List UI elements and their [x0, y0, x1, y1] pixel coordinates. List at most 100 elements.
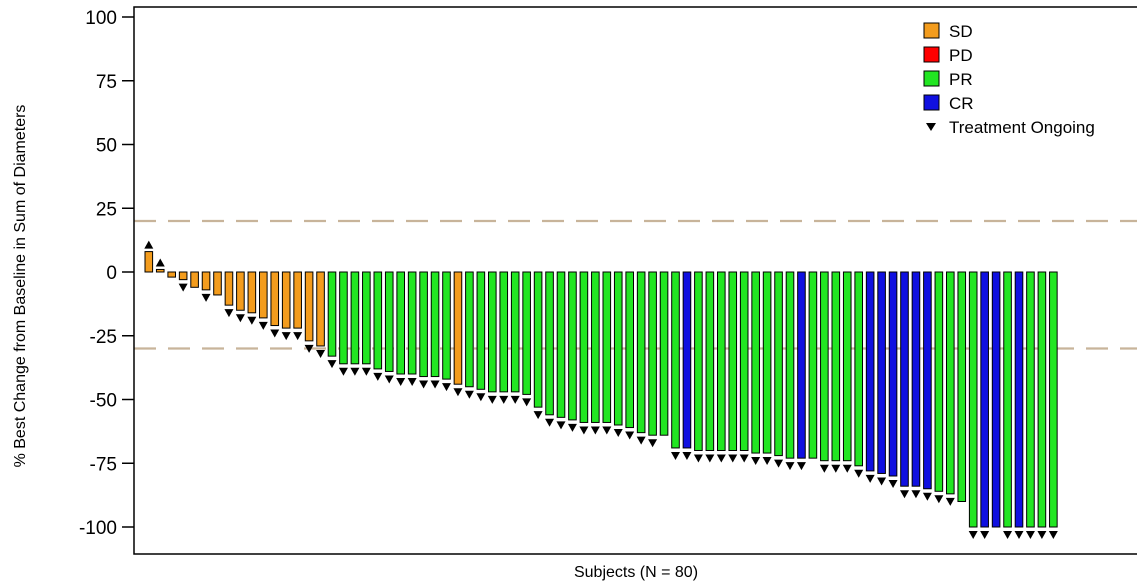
bar: [316, 271, 325, 347]
bar: [739, 271, 749, 451]
bar: [842, 271, 852, 462]
ongoing-marker: [888, 480, 898, 488]
bar: [968, 271, 978, 528]
bar: [865, 271, 875, 472]
bar: [510, 271, 520, 393]
bar: [293, 271, 302, 329]
bar: [568, 271, 577, 421]
bar: [613, 271, 623, 426]
y-tick-label: 50: [96, 136, 117, 157]
bar: [499, 271, 509, 393]
legend-swatch-pr: [923, 70, 940, 87]
bar: [407, 271, 417, 375]
legend-label: Treatment Ongoing: [949, 118, 1095, 137]
ongoing-marker: [247, 316, 257, 325]
bar: [1026, 271, 1035, 528]
ongoing-marker: [980, 531, 990, 539]
plot-frame: [133, 6, 1137, 555]
bar: [236, 271, 245, 311]
legend-swatch-cr: [923, 94, 940, 111]
ongoing-marker: [796, 462, 806, 471]
bar: [774, 271, 783, 457]
ongoing-marker: [590, 426, 600, 435]
bar: [155, 268, 165, 273]
ongoing-marker: [419, 380, 429, 389]
bar: [213, 271, 222, 296]
bar: [167, 271, 176, 278]
ongoing-marker: [327, 360, 337, 369]
bar: [991, 271, 1001, 528]
ongoing-marker: [235, 314, 245, 323]
bar: [579, 271, 589, 423]
bar: [430, 271, 440, 378]
ongoing-marker: [224, 309, 234, 318]
y-tick-label: -75: [90, 454, 117, 475]
bar: [785, 271, 795, 459]
bar: [362, 271, 371, 365]
ongoing-marker: [1048, 531, 1058, 539]
ongoing-marker: [911, 490, 921, 499]
ongoing-marker: [762, 457, 772, 466]
axes-group: 100 75 50 25 0 -25 -50 -75 -100: [79, 6, 1137, 555]
ongoing-marker: [338, 367, 348, 376]
ongoing-marker: [499, 395, 509, 404]
bar: [591, 271, 600, 423]
bar: [327, 271, 337, 357]
ongoing-marker: [258, 321, 268, 330]
ongoing-marker: [350, 367, 360, 376]
ongoing-marker: [201, 293, 211, 302]
y-tick-label: -25: [90, 327, 117, 348]
y-tick-label: 75: [96, 72, 117, 93]
legend-label: PR: [949, 70, 973, 89]
ongoing-marker: [877, 477, 887, 486]
bar: [476, 271, 486, 390]
bar: [980, 271, 989, 528]
bar: [201, 271, 211, 291]
ongoing-marker: [510, 395, 520, 404]
bar: [694, 271, 703, 451]
bar: [602, 271, 612, 423]
legend-marker-ongoing: [926, 123, 936, 131]
bar: [797, 271, 806, 459]
ongoing-marker: [705, 454, 715, 463]
bar: [1003, 271, 1012, 528]
bar: [1049, 271, 1058, 528]
y-axis-title: % Best Change from Baseline in Sum of Di…: [12, 105, 29, 468]
legend-swatch-sd: [923, 22, 940, 39]
ongoing-marker: [1037, 531, 1047, 539]
bar: [270, 271, 280, 327]
ongoing-marker: [373, 372, 383, 381]
bar: [373, 271, 383, 370]
ongoing-marker: [270, 329, 280, 338]
ongoing-marker: [556, 421, 566, 430]
ongoing-marker: [522, 398, 532, 407]
ongoing-marker: [453, 388, 463, 397]
ongoing-marker: [854, 469, 864, 478]
ongoing-marker: [739, 454, 749, 463]
bar: [556, 271, 566, 418]
ongoing-marker: [785, 462, 795, 471]
bar: [384, 271, 394, 372]
bar: [671, 271, 680, 449]
bar: [831, 271, 841, 462]
ongoing-marker: [671, 451, 680, 460]
ongoing-marker: [934, 495, 944, 504]
ongoing-marker: [533, 411, 543, 420]
ongoing-marker: [178, 283, 188, 292]
legend-swatch-pd: [923, 46, 940, 63]
ongoing-marker: [945, 497, 955, 506]
bar: [259, 271, 268, 319]
up-marker: [144, 240, 154, 249]
bar: [854, 271, 864, 467]
y-tick-label: -50: [90, 391, 117, 412]
ongoing-marker: [716, 454, 726, 463]
bar: [396, 271, 405, 375]
bar: [1037, 271, 1047, 528]
up-marker: [155, 258, 165, 267]
ongoing-marker: [430, 380, 440, 389]
bar: [247, 271, 257, 314]
bar: [533, 271, 543, 408]
bar: [488, 271, 497, 393]
legend-label: SD: [949, 22, 973, 41]
